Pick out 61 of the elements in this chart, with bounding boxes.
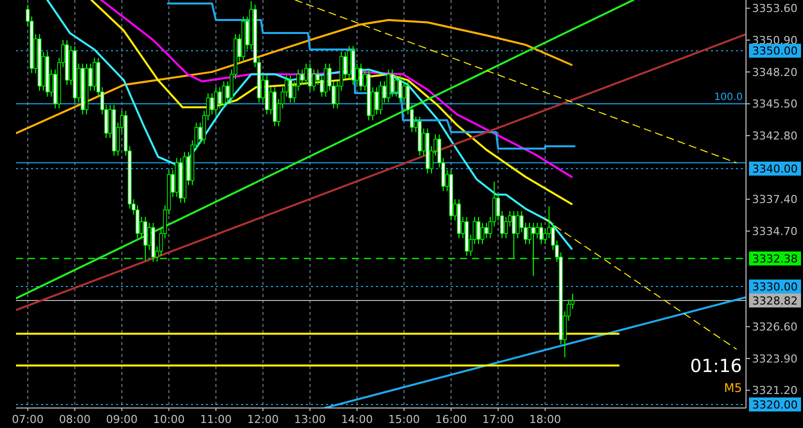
x-tick-label: 16:00 (435, 413, 467, 426)
y-tick-label: 3350.90 (752, 34, 798, 47)
x-tick-label: 07:00 (12, 413, 44, 426)
x-tick-label: 14:00 (341, 413, 373, 426)
x-tick-label: 13:00 (294, 413, 326, 426)
candlestick (324, 63, 328, 98)
candlestick (512, 210, 516, 259)
candlestick (390, 69, 394, 98)
x-tick-label: 10:00 (153, 413, 185, 426)
candlestick (288, 74, 292, 104)
candlestick (300, 69, 304, 86)
candlestick (312, 69, 316, 92)
y-tick-label: 3334.70 (752, 224, 798, 238)
y-tick-label: 3345.50 (752, 98, 798, 111)
candlestick (222, 80, 226, 109)
candlestick (92, 57, 96, 92)
candlestick (516, 210, 520, 239)
y-tick-label: 3326.60 (752, 320, 798, 334)
candlestick (484, 222, 488, 239)
candlestick (532, 222, 536, 276)
ref-line-label: 3350.00 (752, 44, 798, 58)
candlestick (378, 80, 382, 115)
annotation: 01:16 (690, 356, 742, 377)
candlestick (386, 69, 390, 104)
candlestick (476, 216, 480, 245)
candlestick (398, 74, 402, 104)
ref-line-label: 3340.00 (752, 162, 798, 176)
x-tick-label: 17:00 (482, 413, 514, 426)
y-tick-label: 3337.40 (752, 193, 798, 206)
candlestick (308, 63, 312, 92)
y-tick-label: 3353.60 (752, 2, 798, 16)
line-series (16, 19, 573, 134)
candlestick (218, 86, 222, 109)
x-tick-label: 18:00 (529, 413, 562, 426)
ref-line-label: 3332.38 (752, 252, 798, 266)
y-tick-label: 3348.20 (752, 66, 798, 79)
candlestick (214, 86, 218, 115)
ref-line-label: 3330.00 (752, 280, 798, 294)
candlestick (374, 86, 378, 115)
x-tick-label: 11:00 (200, 413, 232, 426)
annotation: 100.0 (714, 92, 743, 103)
x-tick-label: 12:00 (247, 413, 279, 426)
ref-line-label: 3320.00 (752, 398, 798, 412)
annotation: M5 (724, 381, 742, 395)
line-series (46, 0, 573, 250)
candlestick (480, 222, 484, 245)
x-tick-label: 09:00 (106, 413, 138, 426)
x-tick-label: 15:00 (388, 413, 420, 426)
ref-line-label: 3328.82 (752, 294, 798, 308)
candlestick (535, 222, 540, 239)
candlestick (210, 92, 214, 115)
y-tick-label: 3321.20 (752, 384, 798, 398)
y-tick-label: 3342.80 (752, 129, 798, 142)
candlestick (539, 222, 544, 245)
y-tick-label: 3323.90 (752, 352, 798, 366)
candlestick (394, 74, 398, 98)
candlestick (144, 216, 148, 262)
candlestick (304, 63, 308, 86)
candlestick (347, 45, 352, 80)
x-tick-label: 08:00 (58, 413, 91, 426)
candlestick (359, 63, 363, 92)
